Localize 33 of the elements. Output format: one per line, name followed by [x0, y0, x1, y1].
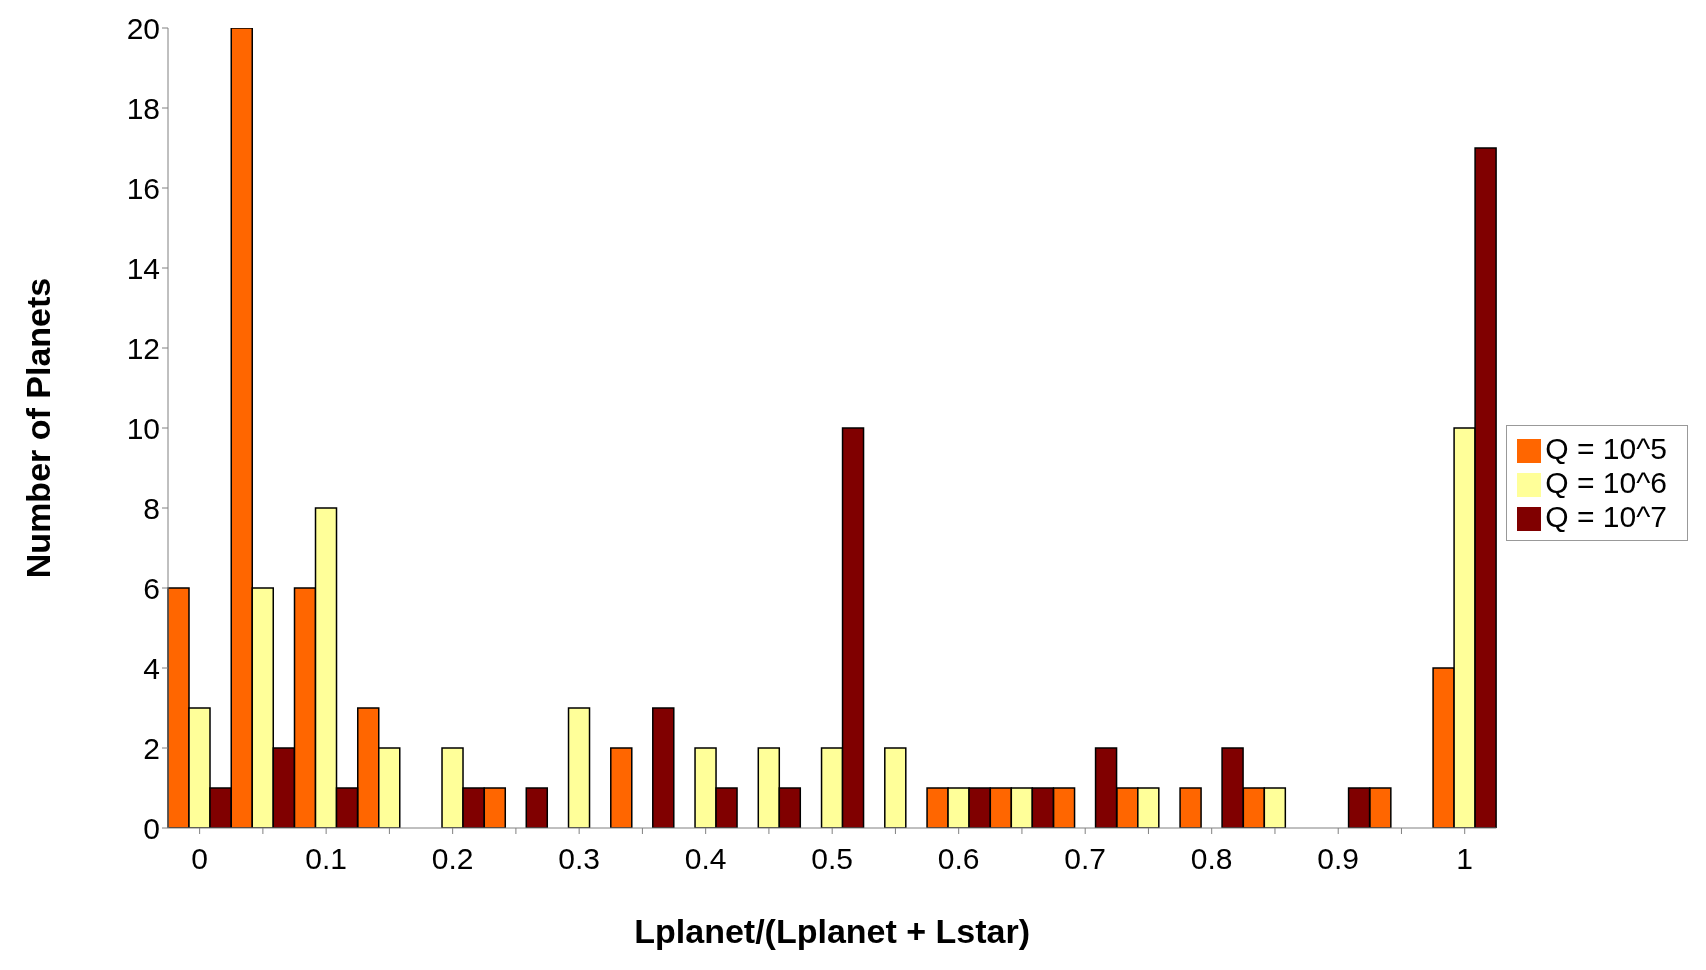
y-tick-label: 20 [126, 11, 160, 45]
y-tick-label: 16 [126, 171, 160, 205]
y-tick-label: 4 [143, 651, 160, 685]
legend-label: Q = 10^6 [1545, 466, 1667, 499]
legend-label: Q = 10^5 [1545, 432, 1667, 465]
bar [567, 707, 591, 828]
x-tick-label: 0.2 [431, 842, 474, 876]
bar [652, 707, 675, 828]
legend-label: Q = 10^7 [1545, 500, 1667, 533]
x-tick-label: 0 [191, 842, 208, 876]
x-tick-label: 0.8 [1190, 842, 1233, 876]
x-tick-label: 0.7 [1064, 842, 1107, 876]
x-tick-label: 0.9 [1317, 842, 1360, 876]
bar [1179, 787, 1202, 828]
x-tick-label: 0.6 [937, 842, 980, 876]
y-tick-label: 18 [126, 91, 160, 125]
y-tick-label: 0 [143, 811, 160, 845]
y-tick-label: 6 [143, 571, 160, 605]
y-tick-label: 2 [143, 731, 160, 765]
x-tick-label: 0.3 [558, 842, 601, 876]
bar [884, 747, 907, 828]
y-tick-label: 12 [126, 331, 160, 365]
y-tick-label: 10 [126, 411, 160, 445]
x-tick-label: 1 [1456, 842, 1474, 876]
x-tick-label: 0.4 [684, 842, 727, 876]
x-tick-label: 0.5 [811, 842, 854, 876]
x-axis-title: Lplanet/(Lplanet + Lstar) [634, 912, 1031, 950]
x-tick-label: 0.1 [305, 842, 347, 876]
bar [610, 747, 633, 828]
bar [525, 787, 549, 828]
y-axis-title: Number of Planets [19, 277, 58, 579]
y-tick-label: 8 [143, 491, 160, 525]
y-tick-label: 14 [126, 251, 160, 285]
